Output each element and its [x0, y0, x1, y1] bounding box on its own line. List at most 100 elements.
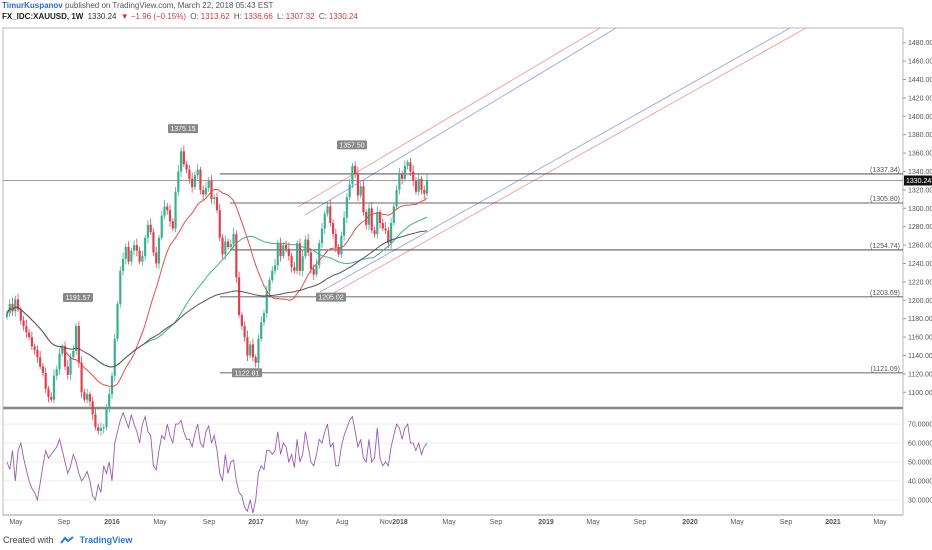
candle[interactable] [77, 326, 80, 363]
candle[interactable] [113, 338, 116, 376]
candle[interactable] [213, 197, 216, 200]
candle[interactable] [74, 326, 78, 351]
candle[interactable] [44, 372, 47, 389]
candle[interactable] [22, 320, 25, 327]
candle[interactable] [249, 344, 252, 356]
candle[interactable] [282, 245, 285, 257]
candle[interactable] [387, 230, 390, 244]
candle[interactable] [262, 313, 266, 323]
candle[interactable] [127, 246, 130, 262]
candle[interactable] [63, 346, 67, 367]
candle[interactable] [406, 162, 409, 166]
candle[interactable] [323, 213, 326, 229]
candle[interactable] [160, 215, 163, 238]
candle[interactable] [133, 245, 136, 251]
candle[interactable] [373, 230, 376, 235]
candle[interactable] [119, 270, 122, 304]
candle[interactable] [41, 366, 45, 373]
candle[interactable] [157, 237, 161, 264]
candle[interactable] [72, 350, 75, 358]
candle[interactable] [196, 169, 199, 176]
candle[interactable] [354, 165, 357, 174]
candle[interactable] [25, 326, 28, 333]
candle[interactable] [61, 346, 64, 354]
candle[interactable] [243, 326, 246, 338]
candle[interactable] [47, 388, 50, 397]
candle[interactable] [260, 322, 263, 339]
candle[interactable] [409, 162, 412, 172]
candle[interactable] [348, 184, 351, 198]
candle[interactable] [138, 250, 141, 262]
candle[interactable] [271, 270, 274, 281]
candle[interactable] [97, 427, 100, 431]
candle[interactable] [268, 280, 271, 292]
candle[interactable] [331, 223, 335, 235]
candle[interactable] [265, 291, 268, 314]
candle[interactable] [254, 357, 257, 363]
candle[interactable] [224, 241, 227, 255]
candle[interactable] [204, 188, 208, 195]
candle[interactable] [378, 211, 382, 224]
candle[interactable] [69, 357, 72, 375]
candle[interactable] [5, 313, 9, 317]
candle[interactable] [193, 175, 196, 188]
candle[interactable] [279, 243, 282, 257]
candle[interactable] [144, 237, 147, 257]
candle[interactable] [284, 245, 288, 249]
candle[interactable] [392, 206, 395, 224]
candle[interactable] [362, 186, 365, 212]
candle[interactable] [199, 169, 202, 190]
candle[interactable] [83, 392, 86, 400]
candle[interactable] [163, 206, 166, 216]
candle[interactable] [343, 217, 346, 236]
candle[interactable] [218, 210, 221, 238]
candle[interactable] [141, 256, 144, 262]
candle[interactable] [389, 223, 393, 244]
candle[interactable] [168, 210, 172, 222]
candle[interactable] [58, 353, 61, 370]
candle[interactable] [19, 309, 22, 321]
candle[interactable] [238, 277, 241, 316]
candle[interactable] [16, 299, 20, 310]
candle[interactable] [276, 243, 279, 266]
candle[interactable] [14, 299, 17, 312]
candle[interactable] [135, 245, 138, 251]
candle[interactable] [414, 180, 418, 192]
candle[interactable] [52, 375, 56, 400]
candle[interactable] [152, 232, 155, 253]
candle[interactable] [312, 269, 315, 275]
candle[interactable] [179, 151, 183, 172]
candle[interactable] [309, 252, 313, 270]
candle[interactable] [240, 315, 243, 327]
candle[interactable] [290, 256, 293, 268]
candle[interactable] [329, 206, 332, 224]
candle[interactable] [298, 243, 301, 271]
candle[interactable] [301, 256, 304, 271]
candle[interactable] [124, 246, 127, 259]
candle[interactable] [182, 151, 185, 165]
candle[interactable] [359, 186, 362, 196]
candle[interactable] [105, 408, 108, 428]
candle[interactable] [174, 191, 177, 229]
candle[interactable] [425, 180, 429, 194]
candle[interactable] [345, 197, 348, 218]
candle[interactable] [149, 224, 152, 233]
candle[interactable] [202, 189, 205, 195]
candle[interactable] [102, 427, 105, 429]
candle[interactable] [251, 344, 255, 358]
candle[interactable] [257, 338, 260, 363]
candle[interactable] [337, 246, 340, 255]
candle[interactable] [185, 164, 188, 170]
candle[interactable] [403, 165, 406, 179]
candle[interactable] [296, 243, 299, 271]
candle[interactable] [28, 332, 31, 338]
candle[interactable] [384, 228, 387, 231]
candle[interactable] [293, 267, 296, 271]
candle[interactable] [166, 206, 169, 211]
candle[interactable] [130, 250, 133, 262]
candle[interactable] [417, 178, 420, 192]
candle[interactable] [334, 234, 337, 247]
candle[interactable] [191, 178, 194, 188]
candle[interactable] [210, 180, 213, 200]
